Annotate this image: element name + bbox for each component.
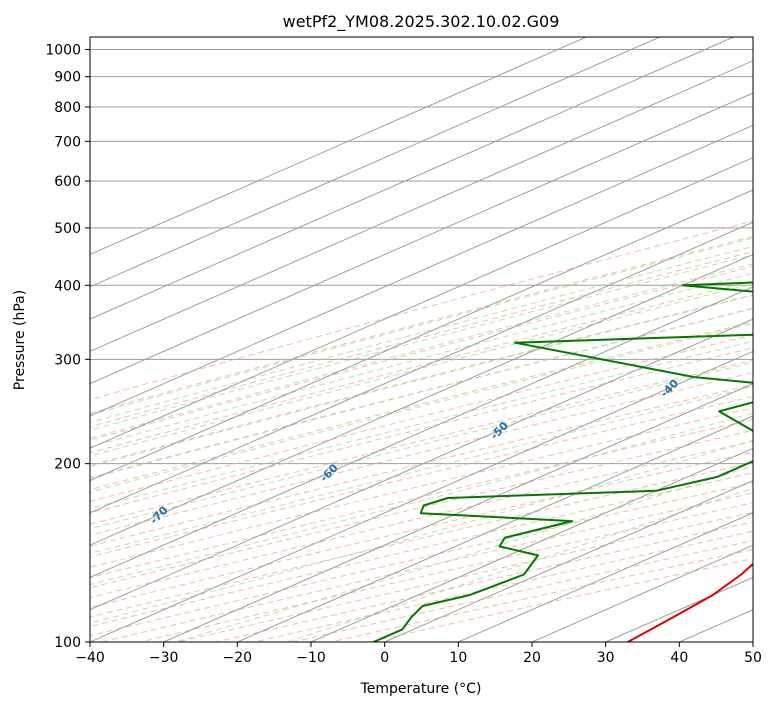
isotherm bbox=[90, 157, 753, 449]
x-tick-label: −20 bbox=[223, 650, 253, 666]
x-tick-label: 40 bbox=[670, 650, 688, 666]
y-tick-label: 800 bbox=[54, 100, 81, 116]
isotherm bbox=[237, 415, 753, 642]
x-tick-label: −30 bbox=[149, 650, 179, 666]
isotherm bbox=[90, 350, 753, 642]
isotherm bbox=[90, 318, 753, 611]
dry-adiabat bbox=[90, 359, 753, 525]
isotherm bbox=[90, 124, 753, 417]
dry-adiabats bbox=[90, 220, 753, 642]
x-tick-label: 20 bbox=[523, 650, 541, 666]
dry-adiabat bbox=[90, 321, 753, 491]
isotherm bbox=[90, 37, 661, 288]
plot-frame bbox=[89, 36, 754, 643]
y-tick-label: 500 bbox=[54, 221, 81, 237]
dewpoint-profile bbox=[373, 281, 753, 642]
isotherms bbox=[90, 37, 753, 642]
sounding-series bbox=[373, 281, 753, 642]
y-tick-label: 900 bbox=[54, 70, 81, 86]
dry-adiabat bbox=[90, 384, 753, 547]
isotherm bbox=[163, 383, 753, 642]
moist-adiabat bbox=[90, 283, 753, 457]
isotherm bbox=[90, 92, 753, 385]
isotherm bbox=[90, 189, 753, 482]
dry-adiabat bbox=[90, 334, 753, 502]
moist-adiabat bbox=[90, 385, 753, 554]
dry-adiabat bbox=[90, 294, 753, 466]
x-tick-label: 50 bbox=[744, 650, 762, 666]
isotherm bbox=[384, 479, 753, 642]
plot-area: -100-90-80-70-60-50-40-30-20-10010203040… bbox=[90, 37, 753, 642]
x-tick-label: −10 bbox=[296, 650, 326, 666]
x-tick-label: −40 bbox=[75, 650, 105, 666]
y-tick-label: 600 bbox=[54, 174, 81, 190]
y-tick-label: 200 bbox=[54, 457, 81, 473]
moist-adiabat bbox=[90, 245, 753, 424]
x-tick-label: 0 bbox=[380, 650, 389, 666]
x-tick-label: 30 bbox=[597, 650, 615, 666]
dry-adiabat bbox=[90, 220, 753, 401]
dry-adiabat bbox=[90, 265, 753, 441]
moist-adiabat bbox=[90, 340, 753, 510]
dry-adiabat bbox=[90, 251, 753, 428]
isotherm bbox=[90, 253, 753, 546]
y-tick-label: 100 bbox=[54, 635, 81, 651]
y-tick-label: 1000 bbox=[45, 43, 81, 59]
isotherm bbox=[90, 60, 753, 352]
isotherm bbox=[90, 37, 587, 256]
moist-adiabat bbox=[90, 254, 753, 431]
y-tick-label: 300 bbox=[54, 352, 81, 368]
y-axis: 1000 900 800 700 600 500 400 300 200 100 bbox=[45, 43, 90, 651]
y-axis-title: Pressure (hPa) bbox=[12, 290, 28, 390]
moist-adiabat bbox=[90, 361, 753, 530]
x-axis: −40 −30 −20 −10 0 10 20 30 40 50 bbox=[75, 642, 762, 666]
isotherm bbox=[90, 37, 734, 320]
moist-adiabat bbox=[90, 307, 753, 479]
x-axis-title: Temperature (°C) bbox=[360, 681, 482, 697]
isotherm bbox=[310, 447, 753, 642]
x-tick-label: 10 bbox=[449, 650, 467, 666]
isotherm bbox=[90, 221, 753, 514]
y-tick-label: 700 bbox=[54, 134, 81, 150]
moist-adiabat bbox=[90, 323, 753, 493]
chart-title: wetPf2_YM08.2025.302.10.02.G09 bbox=[283, 12, 560, 32]
y-tick-label: 400 bbox=[54, 278, 81, 294]
isotherm bbox=[458, 512, 753, 642]
